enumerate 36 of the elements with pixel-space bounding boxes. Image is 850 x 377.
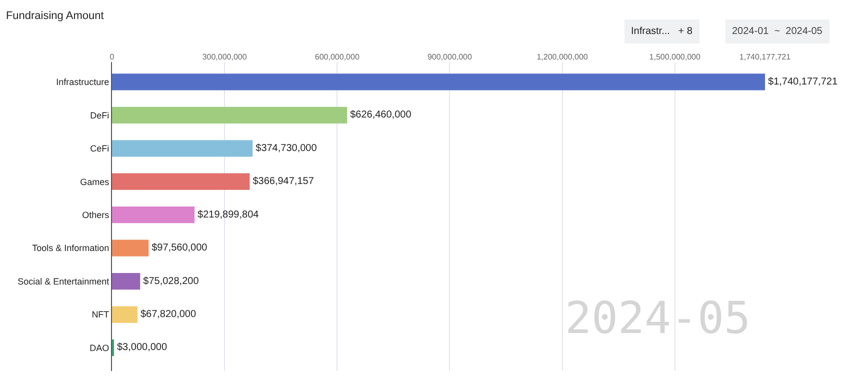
data-label: $97,560,000	[152, 242, 208, 254]
text: Infrastr... + 8	[631, 26, 693, 37]
bar	[112, 173, 250, 190]
data-label: $626,460,000	[350, 110, 412, 121]
data-label: $219,899,804	[198, 209, 260, 220]
y-tick-label: Games	[80, 176, 110, 187]
y-tick-label: Infrastructure	[56, 77, 110, 88]
y-tick-label: NFT	[92, 310, 110, 320]
x-tick-label: 1,740,177,721	[739, 52, 792, 62]
data-label: $1,740,177,721	[768, 76, 838, 88]
bar	[112, 272, 140, 290]
y-tick-label: Social & Entertainment	[18, 276, 110, 286]
y-tick-label: Others	[82, 210, 110, 220]
data-label: $366,947,157	[252, 176, 314, 188]
x-tick-label: 900,000,000	[427, 52, 473, 62]
text: 2024-01 ~ 2024-05	[732, 26, 823, 37]
chart-title: Fundraising Amount	[6, 10, 104, 22]
y-tick-label: DAO	[90, 342, 110, 353]
x-tick-label: 0	[110, 52, 115, 62]
x-tick-label: 300,000,000	[202, 52, 248, 62]
bar	[112, 140, 253, 157]
data-label: $67,820,000	[140, 309, 196, 320]
bar	[112, 106, 348, 124]
data-label: $3,000,000	[117, 342, 168, 354]
bar	[112, 74, 765, 90]
x-tick-label: 1,500,000,000	[649, 52, 701, 62]
y-tick-label: Tools & Information	[32, 243, 110, 254]
x-tick-label: 1,200,000,000	[536, 52, 588, 62]
x-tick-label: 600,000,000	[314, 52, 360, 62]
bar	[112, 306, 138, 323]
data-label: $374,730,000	[256, 142, 318, 154]
data-label: $75,028,200	[143, 276, 200, 287]
bar	[112, 206, 195, 224]
bar	[112, 240, 149, 256]
y-tick-label: DeFi	[90, 110, 110, 120]
y-tick-label: CeFi	[90, 144, 110, 154]
